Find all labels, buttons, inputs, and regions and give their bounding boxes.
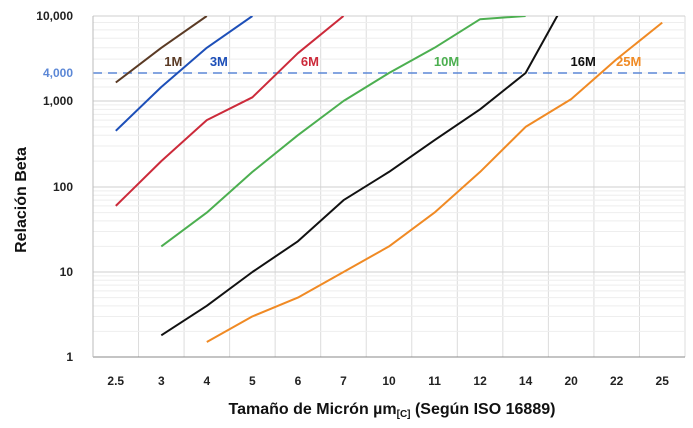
series-line-1m	[115, 16, 208, 84]
x-tick-label: 3	[158, 374, 165, 388]
x-axis-title-main: Tamaño de Micrón µm	[229, 401, 397, 418]
y-tick-label: 1	[66, 350, 73, 364]
series-label-25m: 25M	[616, 54, 641, 69]
x-tick-label: 22	[610, 374, 624, 388]
y-tick-label: 10	[60, 265, 74, 279]
x-tick-label: 20	[564, 374, 578, 388]
series-line-6m	[115, 16, 345, 207]
x-axis-title: Tamaño de Micrón µm[C] (Según ISO 16889)	[229, 401, 556, 420]
x-tick-label: 10	[382, 374, 396, 388]
series-label-3m: 3M	[210, 54, 228, 69]
axes	[92, 16, 685, 358]
x-tick-label: 7	[340, 374, 347, 388]
x-tick-label: 5	[249, 374, 256, 388]
series-line-16m	[160, 16, 559, 337]
series-line-3m	[115, 16, 253, 132]
series-label-6m: 6M	[301, 54, 319, 69]
y-axis-title: Relación Beta	[13, 147, 30, 253]
x-tick-label: 25	[656, 374, 670, 388]
labels: 2.5 3 4 5 6 7 10 11 12 14 20 22 25 1 10 100 1,000 10,000 1…	[36, 9, 669, 388]
series-label-1m: 1M	[164, 54, 182, 69]
x-tick-label: 2.5	[107, 374, 124, 388]
x-tick-label: 14	[519, 374, 533, 388]
reference-line-group: 4,000	[43, 66, 685, 80]
x-tick-label: 6	[295, 374, 302, 388]
series-line-10m	[160, 16, 526, 248]
x-axis-title-subscript: [C]	[397, 409, 411, 420]
x-tick-label: 12	[473, 374, 487, 388]
series-group	[115, 16, 663, 343]
y-tick-label: 1,000	[43, 94, 73, 108]
reference-line-label: 4,000	[43, 66, 73, 80]
series-label-16m: 16M	[571, 54, 596, 69]
series-line-25m	[206, 21, 663, 343]
series-label-10m: 10M	[434, 54, 459, 69]
y-tick-label: 100	[53, 180, 73, 194]
x-tick-label: 11	[428, 374, 441, 388]
x-tick-label: 4	[204, 374, 211, 388]
y-tick-label: 10,000	[36, 9, 73, 23]
x-axis-title-suffix: (Según ISO 16889)	[411, 401, 556, 418]
